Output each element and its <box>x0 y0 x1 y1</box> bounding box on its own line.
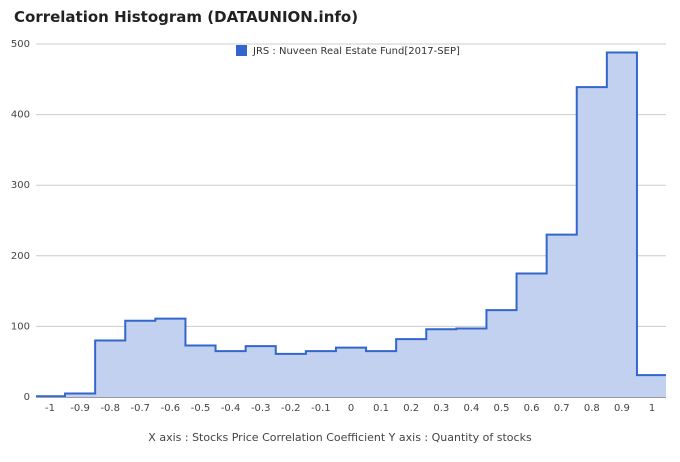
legend-swatch <box>236 45 247 56</box>
x-tick-label: 0.3 <box>433 403 449 414</box>
x-tick-label: 0.2 <box>403 403 419 414</box>
x-tick-label: 0.9 <box>614 403 630 414</box>
x-tick-label: -0.6 <box>161 403 181 414</box>
x-tick-label: -1 <box>45 403 55 414</box>
x-tick-label: -0.3 <box>251 403 271 414</box>
y-tick-label: 500 <box>11 39 30 50</box>
x-tick-label: -0.4 <box>221 403 241 414</box>
legend[interactable]: JRS : Nuveen Real Estate Fund[2017-SEP] <box>236 45 460 57</box>
histogram-area <box>36 52 666 398</box>
x-tick-label: -0.1 <box>311 403 331 414</box>
histogram-line <box>36 51 666 398</box>
x-tick-label: 0.8 <box>584 403 600 414</box>
axis-caption: X axis : Stocks Price Correlation Coeffi… <box>148 431 532 444</box>
y-axis-ticks: 0 100 200 300 400 500 <box>11 39 30 403</box>
x-tick-label: 1 <box>649 403 655 414</box>
x-tick-label: -0.8 <box>100 403 120 414</box>
y-tick-label: 300 <box>11 180 30 191</box>
x-tick-label: 0.4 <box>463 403 479 414</box>
x-tick-label: 0.6 <box>524 403 540 414</box>
x-tick-label: -0.9 <box>70 403 90 414</box>
x-tick-label: -0.2 <box>281 403 301 414</box>
y-tick-label: 0 <box>24 392 30 403</box>
chart-title: Correlation Histogram (DATAUNION.info) <box>14 8 359 26</box>
x-tick-label: 0.1 <box>373 403 389 414</box>
legend-label: JRS : Nuveen Real Estate Fund[2017-SEP] <box>252 46 460 57</box>
x-tick-label: 0 <box>348 403 354 414</box>
x-tick-label: -0.5 <box>191 403 211 414</box>
x-tick-label: 0.5 <box>494 403 510 414</box>
x-tick-label: 0.7 <box>554 403 570 414</box>
x-tick-label: -0.7 <box>131 403 151 414</box>
y-tick-label: 100 <box>11 321 30 332</box>
y-tick-label: 400 <box>11 110 30 121</box>
x-axis-ticks: -1 -0.9 -0.8 -0.7 -0.6 -0.5 -0.4 -0.3 -0.2 -0.1 0 0… <box>45 403 655 414</box>
y-tick-label: 200 <box>11 251 30 262</box>
